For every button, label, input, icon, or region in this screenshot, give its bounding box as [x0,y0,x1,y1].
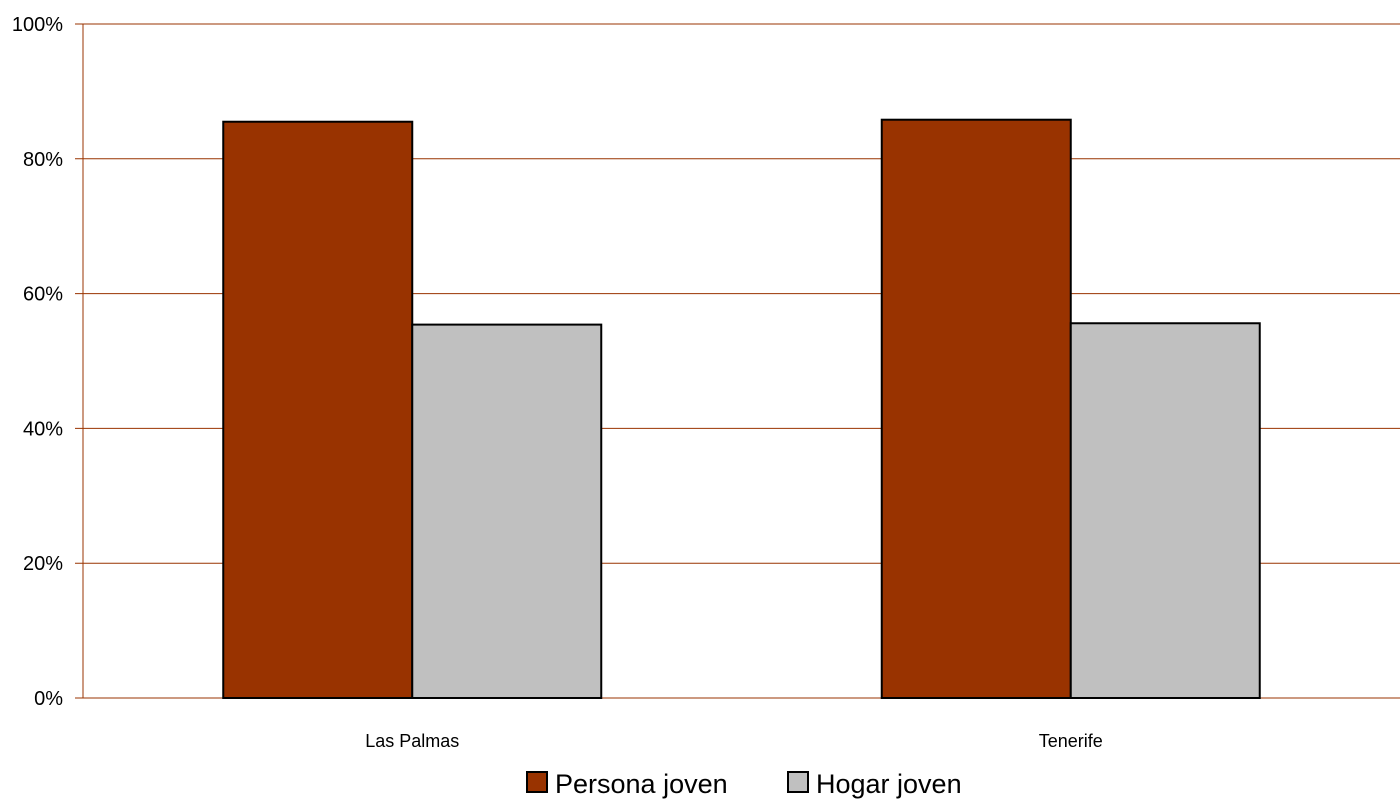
y-tick-label: 20% [23,553,63,575]
y-axis: 0% 20% 40% 60% 80% 100% [12,14,84,710]
y-tick-label: 0% [34,688,63,710]
y-tick-label: 40% [23,418,63,440]
legend: Persona joven Hogar joven [526,769,962,799]
legend-label: Hogar joven [816,769,962,799]
bar-persona-joven-tenerife [880,118,1072,699]
y-tick-label: 100% [12,14,63,36]
bars [222,118,1261,700]
x-tick-label: Tenerife [1039,731,1103,751]
bar-hogar-joven-las-palmas [411,323,603,699]
legend-swatch [787,771,809,793]
x-axis-labels: Las Palmas Tenerife [365,731,1103,751]
legend-swatch [526,771,548,793]
x-tick-label: Las Palmas [365,731,459,751]
y-tick-label: 80% [23,149,63,171]
bar-persona-joven-las-palmas [222,120,414,700]
y-tick-label: 60% [23,284,63,306]
bar-hogar-joven-tenerife [1069,322,1261,699]
legend-label: Persona joven [555,769,728,799]
